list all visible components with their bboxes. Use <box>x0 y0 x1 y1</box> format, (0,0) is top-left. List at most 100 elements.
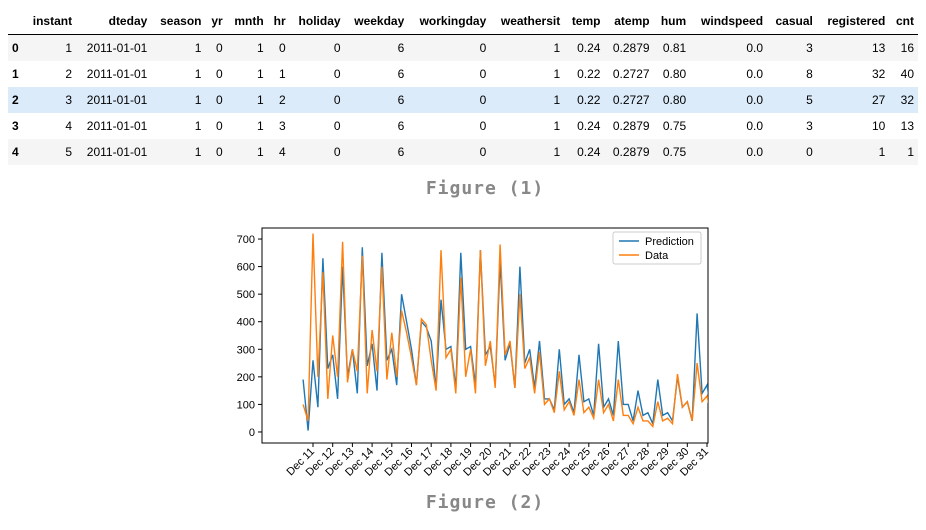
series-line-data <box>302 233 708 429</box>
table-cell: 0 <box>806 145 813 159</box>
table-cell: 0.80 <box>662 67 687 81</box>
table-cell: 3 <box>65 93 73 107</box>
table-cell: 2011-01-01 <box>86 41 148 55</box>
header-row: instant dteday season yr mnth hr holiday weekda… <box>8 8 918 35</box>
table-row: 0 1 2011-01-01 1 0 1 0 0 6 0 1 0.24 0.2879 0.81 0.0 3 13… <box>8 34 918 61</box>
table-cell: 0 <box>216 145 223 159</box>
table-cell: 1 <box>65 41 73 55</box>
column-header-registered: registered <box>816 8 890 35</box>
table-cell: 3 <box>806 119 813 133</box>
table-cell: 10 <box>871 119 886 133</box>
table-cell: 0 <box>479 41 487 55</box>
table-cell: 1 <box>907 145 914 159</box>
y-tick-label: 700 <box>237 234 255 246</box>
table-cell: 1 <box>257 41 264 55</box>
y-tick-label: 600 <box>237 262 255 274</box>
table-cell: 0.24 <box>577 145 601 159</box>
column-header-temp: temp <box>564 8 605 35</box>
table-cell: 0.0 <box>746 145 764 159</box>
table-cell: 0.75 <box>662 145 687 159</box>
column-header-windspeed: windspeed <box>690 8 768 35</box>
table-cell: 0.75 <box>662 119 687 133</box>
y-tick-label: 100 <box>237 399 255 411</box>
table-cell: 16 <box>900 41 914 55</box>
table-cell: 0.2727 <box>612 93 650 107</box>
table-cell: 0 <box>479 93 487 107</box>
table-cell: 0.22 <box>577 67 601 81</box>
column-header-dteday: dteday <box>76 8 152 35</box>
table-cell: 0.22 <box>577 93 601 107</box>
table-cell: 6 <box>397 119 405 133</box>
table-cell: 2011-01-01 <box>86 145 148 159</box>
table-cell: 0 <box>216 93 223 107</box>
figure-1-caption: Figure (1) <box>425 178 545 199</box>
dataframe-table: instant dteday season yr mnth hr holiday weekda… <box>8 8 918 165</box>
table-cell: 3 <box>278 119 286 133</box>
row-index: 2 <box>12 93 19 107</box>
table-cell: 1 <box>553 119 561 133</box>
table-cell: 1 <box>257 119 264 133</box>
table-cell: 0.2879 <box>612 41 650 55</box>
y-tick-label: 400 <box>237 317 255 329</box>
column-header-holiday: holiday <box>289 8 345 35</box>
table-cell: 4 <box>65 119 73 133</box>
column-header-casual: casual <box>767 8 817 35</box>
table-cell: 3 <box>806 41 813 55</box>
table-cell: 0 <box>333 41 341 55</box>
table-cell: 0 <box>333 93 341 107</box>
table-cell: 0.0 <box>746 67 764 81</box>
table-cell: 0.0 <box>746 93 764 107</box>
table-cell: 0.2879 <box>612 119 650 133</box>
table-cell: 0.81 <box>662 41 687 55</box>
legend-label: Data <box>645 250 669 262</box>
table-row: 1 2 2011-01-01 1 0 1 1 0 6 0 1 0.22 0.2727 0.80 0.0 8 32… <box>8 61 918 87</box>
table-cell: 5 <box>806 93 813 107</box>
column-header-hr: hr <box>267 8 290 35</box>
legend-box <box>612 231 702 265</box>
table-cell: 0.24 <box>577 41 601 55</box>
table-cell: 0 <box>333 67 341 81</box>
table-cell: 1 <box>553 145 561 159</box>
row-index: 4 <box>12 145 19 159</box>
table-cell: 27 <box>871 93 886 107</box>
table-row: 2 3 2011-01-01 1 0 1 2 0 6 0 1 0.22 0.2727 0.80 0.0 5 27… <box>8 87 918 113</box>
table-cell: 13 <box>871 41 886 55</box>
table-cell: 0 <box>216 67 223 81</box>
table-cell: 1 <box>878 145 886 159</box>
table-cell: 0 <box>479 119 487 133</box>
column-header-atemp: atemp <box>604 8 654 35</box>
table-cell: 1 <box>553 41 561 55</box>
column-header-weathersit: weathersit <box>490 8 565 35</box>
table-cell: 0 <box>479 67 487 81</box>
table-cell: 1 <box>278 67 286 81</box>
table-cell: 1 <box>194 93 202 107</box>
table-cell: 0.2879 <box>612 145 650 159</box>
y-tick-label: 200 <box>237 372 255 384</box>
table-cell: 6 <box>397 41 405 55</box>
table-cell: 2011-01-01 <box>86 67 148 81</box>
table-cell: 1 <box>257 67 264 81</box>
table-cell: 1 <box>257 145 264 159</box>
table-cell: 1 <box>194 145 202 159</box>
table-cell: 0 <box>216 119 223 133</box>
column-header-yr: yr <box>205 8 227 35</box>
table-cell: 5 <box>65 145 73 159</box>
table-cell: 0.2727 <box>612 67 650 81</box>
column-header-instant: instant <box>24 8 77 35</box>
table-cell: 8 <box>806 67 813 81</box>
column-header-workingday: workingday <box>408 8 491 35</box>
table-cell: 2011-01-01 <box>86 119 148 133</box>
column-header-cnt: cnt <box>889 8 918 35</box>
table-row: 4 5 2011-01-01 1 0 1 4 0 6 0 1 0.24 0.2879 0.75 0.0 0 1 1 <box>8 139 918 165</box>
table-cell: 2011-01-01 <box>86 93 148 107</box>
column-header-mnth: mnth <box>226 8 268 35</box>
table-cell: 0 <box>216 41 223 55</box>
column-header-season: season <box>151 8 206 35</box>
table-row: 3 4 2011-01-01 1 0 1 3 0 6 0 1 0.24 0.2879 0.75 0.0 3 10… <box>8 113 918 139</box>
y-tick-label: 500 <box>237 289 255 301</box>
column-header-hum: hum <box>653 8 691 35</box>
row-index: 3 <box>12 119 19 133</box>
table-cell: 0 <box>479 145 487 159</box>
table-cell: 32 <box>871 67 886 81</box>
